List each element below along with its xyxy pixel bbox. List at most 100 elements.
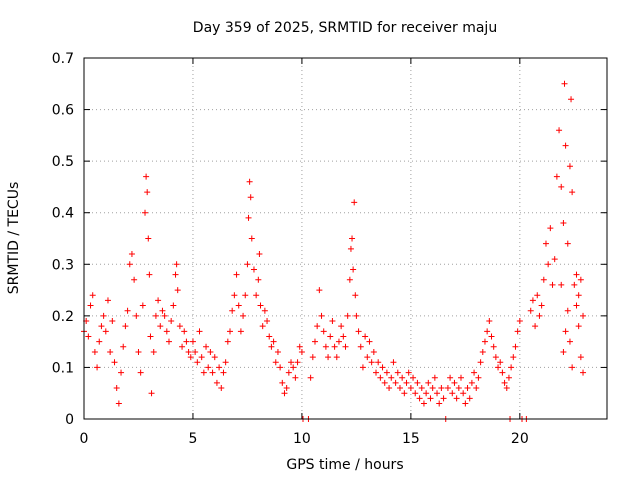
- data-point: [412, 390, 419, 397]
- data-point: [540, 276, 547, 283]
- data-point: [218, 385, 225, 392]
- data-point: [396, 385, 403, 392]
- data-point: [532, 323, 539, 330]
- data-point: [352, 292, 359, 299]
- data-point: [429, 385, 436, 392]
- data-point: [353, 312, 360, 319]
- data-point: [340, 333, 347, 340]
- data-point: [451, 379, 458, 386]
- data-point: [350, 266, 357, 273]
- data-point: [479, 348, 486, 355]
- data-point: [553, 173, 560, 180]
- data-point: [481, 338, 488, 345]
- data-point: [418, 385, 425, 392]
- data-point: [534, 292, 541, 299]
- data-point: [501, 379, 508, 386]
- data-point: [562, 328, 569, 335]
- data-point: [307, 374, 314, 381]
- data-point: [198, 354, 205, 361]
- data-point: [268, 343, 275, 350]
- data-point: [266, 333, 273, 340]
- data-point: [146, 271, 153, 278]
- chart-title: Day 359 of 2025, SRMTID for receiver maj…: [193, 20, 497, 36]
- data-point: [386, 385, 393, 392]
- data-point: [192, 348, 199, 355]
- data-point: [120, 343, 127, 350]
- data-point: [247, 194, 254, 201]
- data-point: [545, 261, 552, 268]
- data-point: [394, 369, 401, 376]
- data-point: [388, 374, 395, 381]
- data-point: [471, 369, 478, 376]
- data-point: [357, 343, 364, 350]
- data-point: [549, 281, 556, 288]
- data-point: [187, 354, 194, 361]
- scatter-points: [81, 80, 587, 422]
- data-point: [514, 328, 521, 335]
- data-point: [510, 354, 517, 361]
- data-point: [425, 379, 432, 386]
- data-point: [150, 348, 157, 355]
- y-tick-label: 0.6: [52, 103, 74, 119]
- data-point: [145, 235, 152, 242]
- y-tick-label: 0.7: [52, 51, 74, 67]
- data-point: [298, 348, 305, 355]
- data-point: [246, 178, 253, 185]
- data-point: [240, 312, 247, 319]
- data-point: [229, 307, 236, 314]
- data-point: [571, 281, 578, 288]
- data-point: [270, 338, 277, 345]
- x-tick-label: 5: [188, 431, 197, 447]
- data-point: [562, 142, 569, 149]
- data-point: [168, 318, 175, 325]
- data-point: [410, 374, 417, 381]
- data-point: [122, 323, 129, 330]
- data-point: [213, 379, 220, 386]
- data-point: [135, 348, 142, 355]
- data-point: [399, 374, 406, 381]
- data-point: [104, 297, 111, 304]
- data-point: [331, 343, 338, 350]
- data-point: [194, 359, 201, 366]
- data-point: [375, 359, 382, 366]
- data-point: [457, 374, 464, 381]
- data-point: [245, 214, 252, 221]
- data-point: [575, 292, 582, 299]
- data-point: [516, 318, 523, 325]
- data-point: [373, 369, 380, 376]
- data-point: [427, 395, 434, 402]
- data-point: [366, 338, 373, 345]
- data-point: [484, 328, 491, 335]
- data-point: [368, 359, 375, 366]
- data-point: [227, 328, 234, 335]
- data-point: [362, 333, 369, 340]
- data-point: [473, 385, 480, 392]
- data-point: [111, 359, 118, 366]
- data-point: [329, 318, 336, 325]
- data-point: [274, 348, 281, 355]
- data-point: [573, 271, 580, 278]
- data-point: [444, 385, 451, 392]
- data-point: [575, 323, 582, 330]
- data-point: [148, 390, 155, 397]
- data-point: [346, 276, 353, 283]
- data-point: [377, 374, 384, 381]
- data-point: [161, 312, 168, 319]
- data-point: [244, 261, 251, 268]
- data-point: [568, 96, 575, 103]
- data-point: [383, 369, 390, 376]
- data-point: [176, 323, 183, 330]
- data-point: [580, 312, 587, 319]
- data-point: [529, 297, 536, 304]
- data-point: [283, 385, 290, 392]
- data-point: [173, 261, 180, 268]
- data-point: [294, 359, 301, 366]
- y-tick-label: 0.4: [52, 206, 74, 222]
- data-point: [447, 374, 454, 381]
- data-point: [538, 302, 545, 309]
- data-point: [436, 400, 443, 407]
- y-tick-label: 0.3: [52, 257, 74, 273]
- data-point: [453, 395, 460, 402]
